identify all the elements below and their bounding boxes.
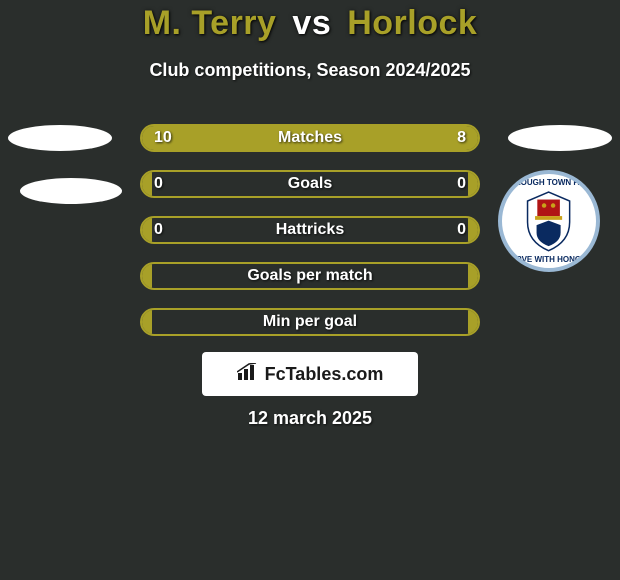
stat-label: Hattricks [142,218,478,242]
stat-label: Min per goal [142,310,478,334]
page-title: M. Terry vs Horlock [0,4,620,43]
attribution-text: FcTables.com [265,364,384,385]
player2-name: Horlock [347,4,477,42]
stat-bar: 108Matches [140,124,480,152]
date-text: 12 march 2025 [0,408,620,429]
attribution: FcTables.com [202,352,418,396]
comparison-infographic: M. Terry vs Horlock Club competitions, S… [0,0,620,580]
stat-label: Goals per match [142,264,478,288]
badge-bottom-text: SERVE WITH HONOUR [502,174,596,268]
stat-bars: 108Matches 00Goals 00Hattricks Goals per ma… [140,124,480,354]
stat-bar: 00Hattricks [140,216,480,244]
stat-label: Matches [142,126,478,150]
player2-photo-placeholder [508,125,612,151]
player2-club-badge: SLOUGH TOWN F.C. SERVE WITH HONOUR [498,170,600,272]
player1-photo-placeholder [8,125,112,151]
stat-bar: Min per goal [140,308,480,336]
stat-label: Goals [142,172,478,196]
player1-club-placeholder [20,178,122,204]
player1-name: M. Terry [143,4,277,42]
bar-chart-icon [237,363,259,386]
stat-bar: Goals per match [140,262,480,290]
subtitle: Club competitions, Season 2024/2025 [0,60,620,81]
stat-bar: 00Goals [140,170,480,198]
vs-text: vs [292,4,331,42]
